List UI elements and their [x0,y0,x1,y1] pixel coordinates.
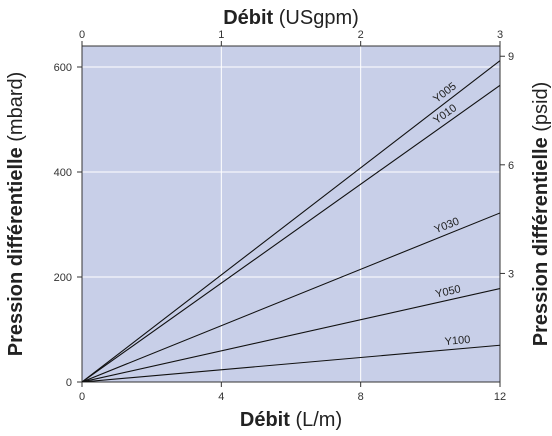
y-tick-label: 200 [54,272,72,284]
series-label-y050: Y050 [434,283,462,300]
series-line-y100 [82,344,500,382]
x-axis-title: Débit (L/m) [240,409,342,431]
x-tick-label: 4 [218,391,224,403]
x2-axis-title-unit: (USgpm) [279,7,359,29]
x2-axis-title: Débit (USgpm) [223,7,359,29]
y2-tick-label: 3 [508,268,514,280]
series-line-y010 [82,84,500,382]
y-tick-label: 0 [66,377,72,389]
x2-axis-title-bold: Débit [223,7,273,29]
x2-tick-label: 2 [358,29,364,41]
plot-area [82,46,500,382]
y2-tick-label: 6 [508,160,514,172]
x2-tick-label: 0 [79,29,85,41]
y2-axis-title: Pression différentielle (psid) [530,82,552,347]
x-tick-label: 0 [79,391,85,403]
y-axis-title: Pression différentielle (mbard) [5,72,27,357]
plot-border [81,45,501,383]
x2-tick-label: 3 [497,29,503,41]
y-tick-label: 400 [54,167,72,179]
y2-tick-label: 9 [508,51,514,63]
series-label-y100: Y100 [444,334,471,348]
y2-axis-title-bold: Pression différentielle [530,137,552,346]
series-line-y030 [82,212,500,382]
x-axis-title-unit: (L/m) [295,409,342,431]
series-line-y050 [82,288,500,382]
x-tick-label: 8 [358,391,364,403]
y2-axis-title-unit: (psid) [530,82,552,132]
series-line-y005 [82,60,500,382]
y-tick-label: 600 [54,62,72,74]
y-axis-title-unit: (mbard) [5,72,27,142]
series-lines [82,60,500,382]
x-axis-title-bold: Débit [240,409,290,431]
x2-tick-label: 1 [218,29,224,41]
y-axis-title-bold: Pression différentielle [5,147,27,356]
x-tick-label: 12 [494,391,506,403]
